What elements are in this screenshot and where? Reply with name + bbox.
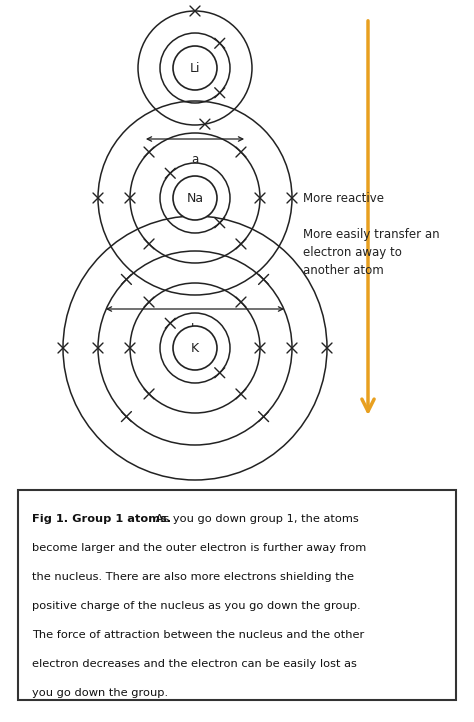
Text: you go down the group.: you go down the group. xyxy=(32,688,168,698)
Text: electron decreases and the electron can be easily lost as: electron decreases and the electron can … xyxy=(32,659,357,669)
Text: Li: Li xyxy=(190,61,200,74)
Text: Fig 1. Group 1 atoms.: Fig 1. Group 1 atoms. xyxy=(32,514,171,524)
FancyBboxPatch shape xyxy=(18,490,456,700)
Text: More easily transfer an
electron away to
another atom: More easily transfer an electron away to… xyxy=(303,228,439,277)
Text: become larger and the outer electron is further away from: become larger and the outer electron is … xyxy=(32,543,366,553)
Text: As you go down group 1, the atoms: As you go down group 1, the atoms xyxy=(152,514,359,524)
Text: The force of attraction between the nucleus and the other: The force of attraction between the nucl… xyxy=(32,630,364,640)
Text: positive charge of the nucleus as you go down the group.: positive charge of the nucleus as you go… xyxy=(32,601,361,611)
Text: More reactive: More reactive xyxy=(303,191,384,204)
Circle shape xyxy=(173,326,217,370)
Text: the nucleus. There are also more electrons shielding the: the nucleus. There are also more electro… xyxy=(32,572,354,582)
Text: K: K xyxy=(191,342,199,355)
Circle shape xyxy=(173,46,217,90)
Text: c: c xyxy=(192,508,198,521)
Circle shape xyxy=(173,176,217,220)
Text: Na: Na xyxy=(186,191,203,204)
Text: a: a xyxy=(191,153,199,166)
Text: b: b xyxy=(191,323,199,336)
